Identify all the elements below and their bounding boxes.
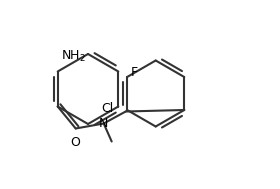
Text: NH$_2$: NH$_2$: [61, 48, 86, 64]
Text: O: O: [70, 136, 80, 149]
Text: N: N: [99, 117, 108, 130]
Text: F: F: [131, 67, 138, 80]
Text: Cl: Cl: [101, 102, 113, 115]
